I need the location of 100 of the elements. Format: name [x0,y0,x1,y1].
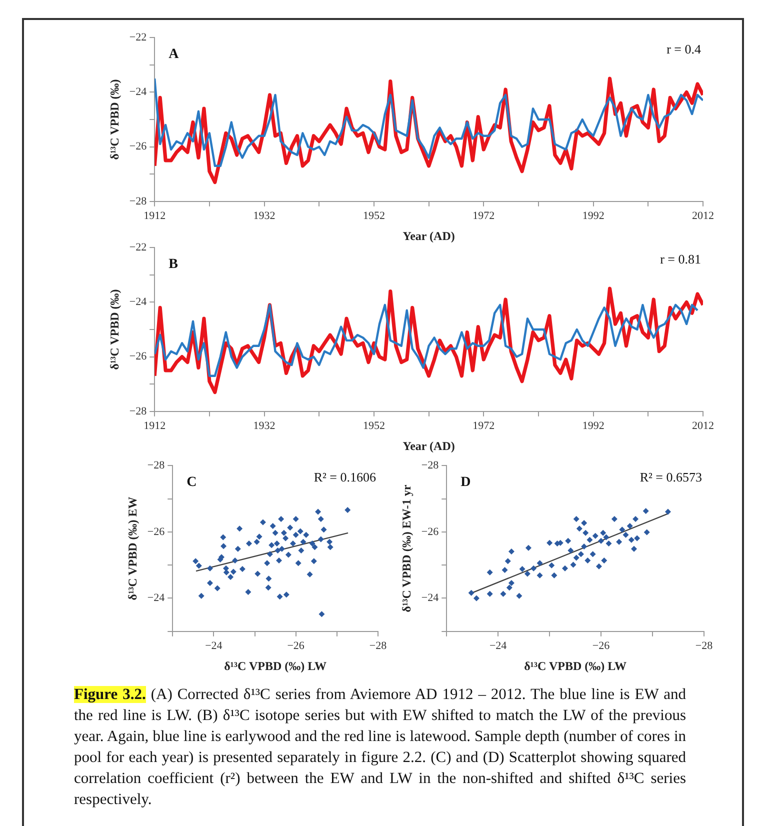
y-axis-title: δ¹³C VPBD (‰) [107,79,122,160]
annotation: R² = 0.1606 [314,470,376,485]
point [581,520,588,526]
point [606,540,612,547]
point [525,544,532,551]
x-tick-label: 1912 [144,420,166,432]
x-tick-label: −24 [489,640,508,652]
point [570,562,576,568]
point [473,595,480,602]
point [536,560,543,566]
x-tick-label: 1952 [362,210,385,222]
point [551,572,558,578]
point [619,526,626,533]
point [598,538,604,544]
point [600,530,606,536]
point [536,572,543,578]
point [548,562,555,568]
point [562,565,568,572]
caption: Figure 3.2. [74,686,146,703]
annotation: A [168,47,180,62]
y-tick-label: −22 [129,31,147,44]
y-tick-label: −26 [147,526,166,538]
point [642,508,649,514]
x-tick-label: −26 [592,640,610,652]
point [486,590,493,597]
point [506,584,512,591]
y-tick-label: −28 [129,405,148,418]
point [632,516,639,522]
y-tick-label: −24 [147,592,166,604]
point [486,569,493,576]
point [634,535,640,542]
x-tick-label: −28 [695,640,714,652]
point [502,567,508,574]
y-tick-label: −22 [129,241,147,254]
y-tick-label: −24 [421,592,440,604]
x-tick-label: 1972 [472,210,495,222]
x-axis-title: Year (AD) [402,228,455,243]
point [524,570,530,577]
point [530,565,537,572]
point [546,540,553,546]
point [630,546,637,552]
y-tick-label: −26 [421,526,440,538]
x-tick-label: −24 [205,640,223,652]
y-tick-label: −24 [129,86,148,98]
annotation: D [460,475,471,490]
y-tick-label: −26 [129,140,148,153]
point [596,563,602,570]
y-tick-label: −26 [129,350,148,363]
x-tick-label: −28 [369,640,388,652]
annotation: r = 0.4 [666,42,702,57]
point [576,526,582,532]
point [664,508,671,515]
annotation: r = 0.81 [660,252,701,267]
point [616,538,622,545]
annotation: C [186,475,197,490]
point [626,522,633,529]
point [519,566,526,572]
point [592,532,598,539]
point [581,544,588,550]
x-tick-label: 1912 [144,210,166,222]
y-tick-label: −28 [129,195,148,208]
point [568,547,574,554]
x-tick-label: 1932 [253,420,276,432]
x-axis-title: Year (AD) [402,438,455,453]
point [508,580,514,586]
point [573,554,580,561]
point [504,558,511,564]
annotation: B [168,257,178,272]
point [622,532,629,538]
point [586,536,593,543]
point [582,530,589,536]
y-axis-title: δ¹³C VPBD (‰) [107,289,122,370]
x-axis-title: δ¹³C VPBD (‰) LW [224,658,327,673]
x-tick-label: 1932 [253,210,276,222]
x-axis-title: δ¹³C VPBD (‰) LW [524,658,627,673]
point [603,534,610,540]
point [500,590,506,597]
point [508,548,514,554]
point [573,516,580,522]
point [584,557,591,564]
x-tick-label: 2012 [692,420,714,432]
x-tick-label: 1972 [472,420,495,432]
x-tick-label: 1952 [362,420,385,432]
point [468,590,474,596]
y-tick-label: −24 [129,296,148,308]
x-tick-label: 1992 [582,420,604,432]
y-tick-label: −28 [147,459,166,472]
y-axis-title: δ¹³C VPBD (‰) EW-1 yr [399,484,414,612]
point [644,529,650,536]
point [516,592,522,599]
x-tick-label: −26 [287,640,305,652]
y-tick-label: −28 [421,459,440,472]
annotation: R² = 0.6573 [640,470,702,485]
y-axis-title: δ¹³C VPBD (‰) EW [125,496,140,600]
x-tick-label: 2012 [692,210,714,222]
point [565,538,572,544]
point [578,551,584,558]
point [611,516,618,522]
x-tick-label: 1992 [582,210,604,222]
point [601,557,608,564]
